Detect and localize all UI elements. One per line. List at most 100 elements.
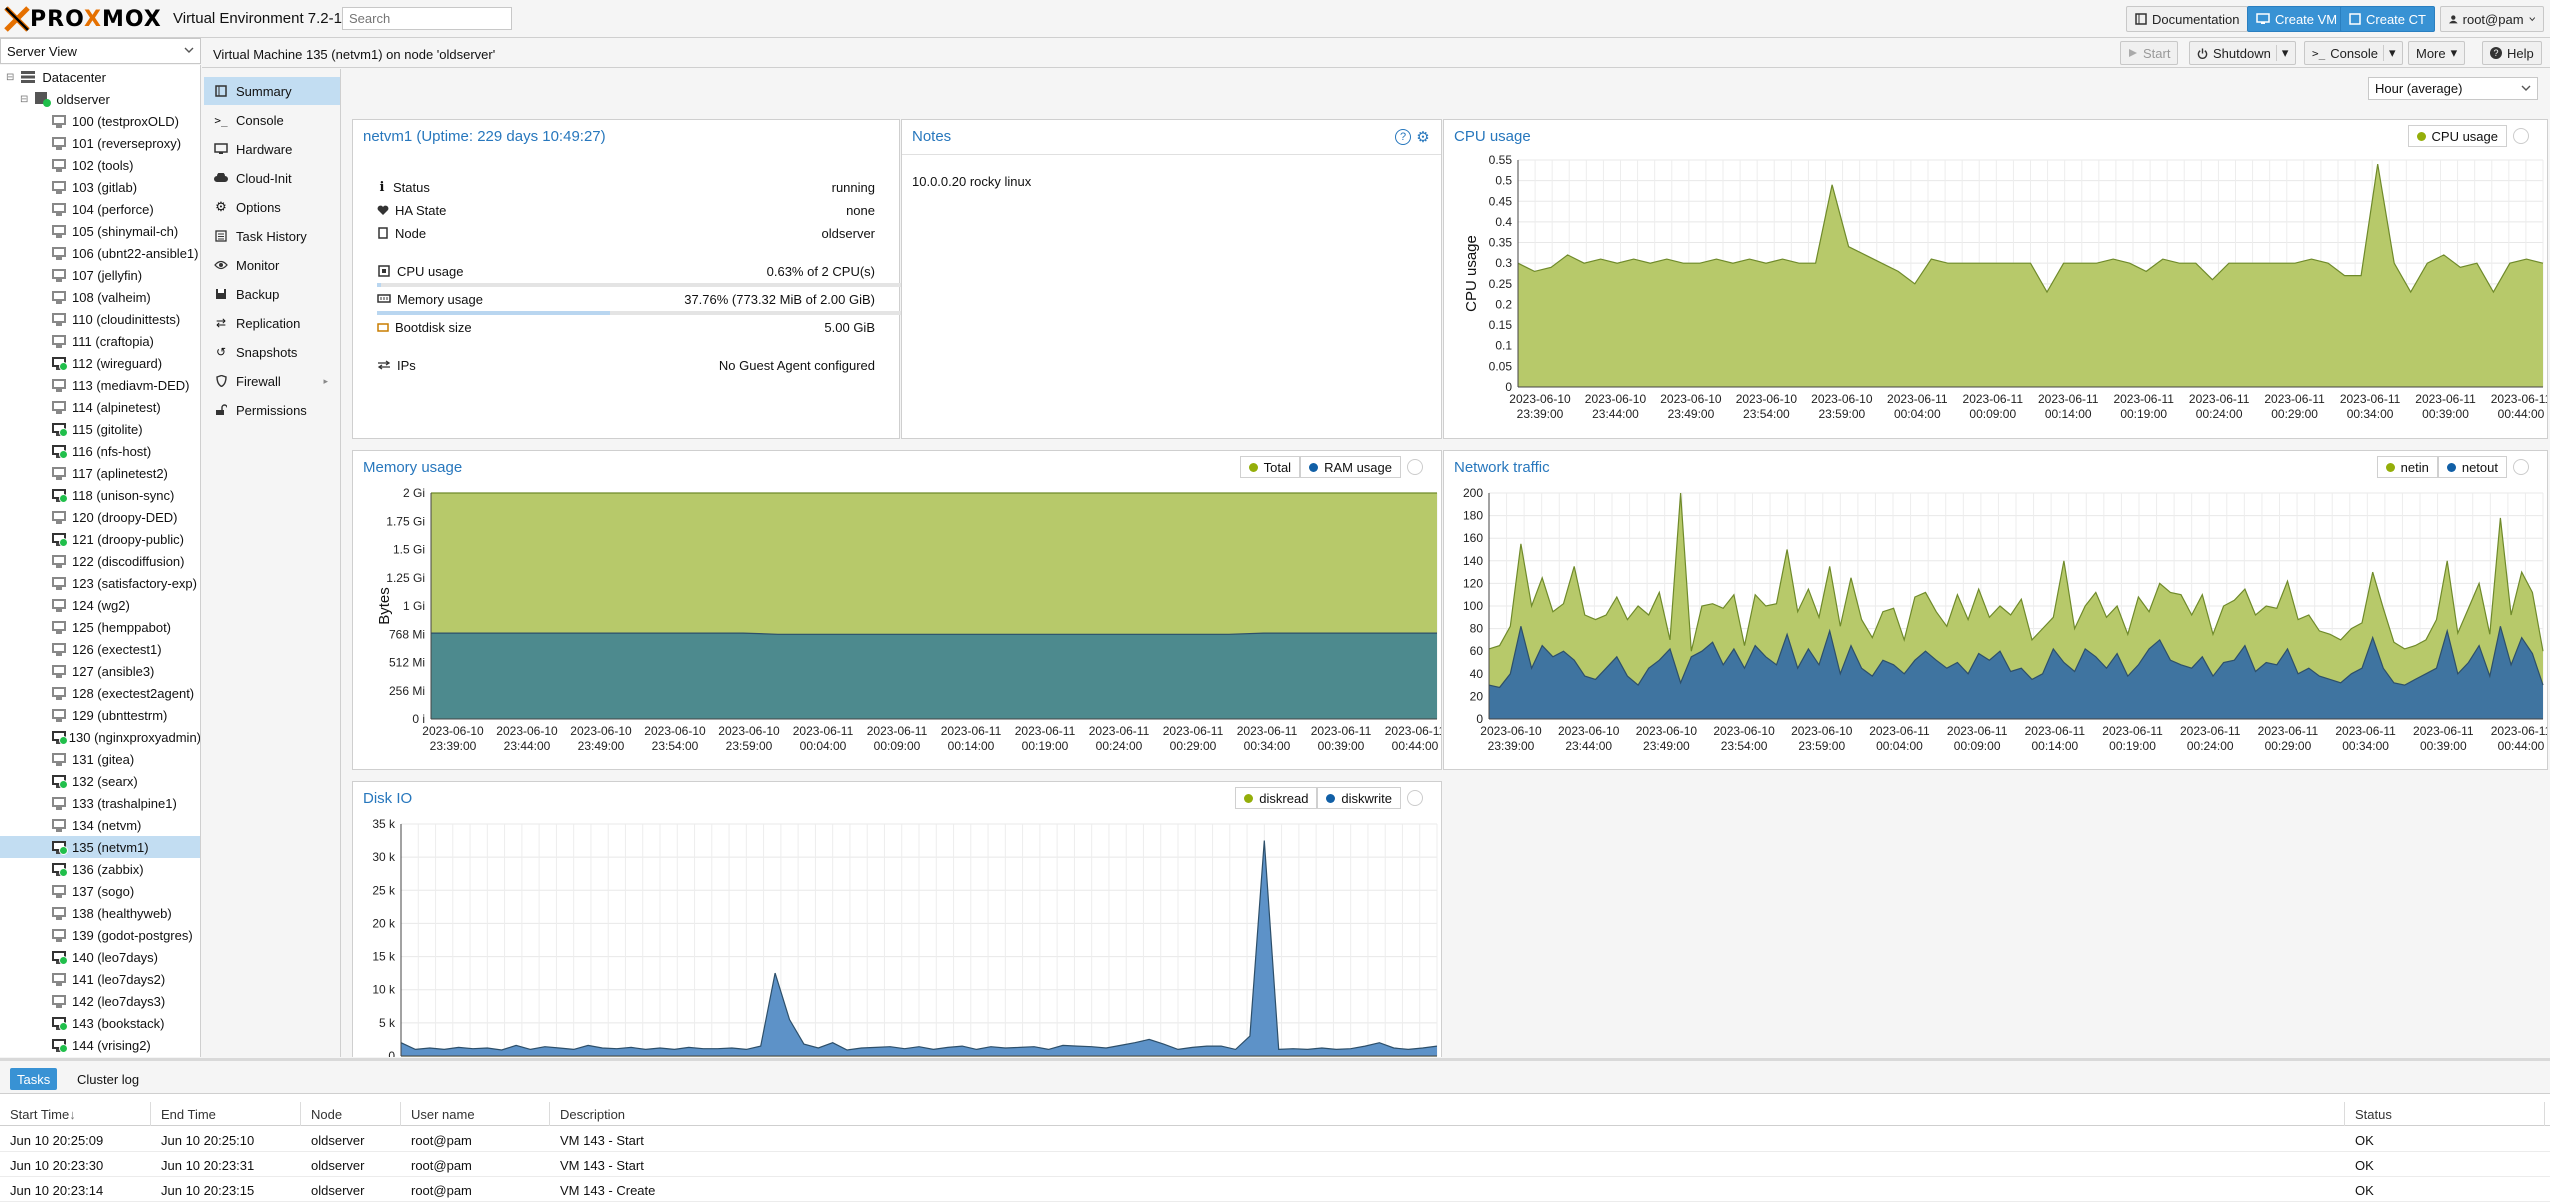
tree-vm-item[interactable]: 118 (unison-sync) [0, 484, 200, 506]
tree-node-oldserver[interactable]: ⊟ oldserver [0, 88, 200, 110]
column-header[interactable]: Node [301, 1102, 401, 1126]
more-button[interactable]: More ▾ [2408, 41, 2466, 65]
column-header[interactable]: End Time [151, 1102, 301, 1126]
tree-vm-item[interactable]: 111 (craftopia) [0, 330, 200, 352]
undo-zoom-icon[interactable] [2513, 128, 2529, 144]
tree-vm-item[interactable]: 113 (mediavm-DED) [0, 374, 200, 396]
tree-vm-item[interactable]: 110 (cloudinittests) [0, 308, 200, 330]
tree-vm-item[interactable]: 138 (healthyweb) [0, 902, 200, 924]
nav-item-options[interactable]: ⚙ Options [204, 193, 340, 221]
tree-vm-item[interactable]: 121 (droopy-public) [0, 528, 200, 550]
tree-vm-item[interactable]: 139 (godot-postgres) [0, 924, 200, 946]
nav-item-firewall[interactable]: Firewall ▸ [204, 367, 340, 395]
nav-item-cloud-init[interactable]: Cloud-Init [204, 164, 340, 192]
nav-item-console[interactable]: >_ Console [204, 106, 340, 134]
legend-item[interactable]: diskread [1235, 787, 1318, 809]
tree-vm-item[interactable]: 112 (wireguard) [0, 352, 200, 374]
tree-vm-item[interactable]: 102 (tools) [0, 154, 200, 176]
tree-vm-item[interactable]: 127 (ansible3) [0, 660, 200, 682]
column-header[interactable]: User name [401, 1102, 550, 1126]
nav-item-permissions[interactable]: Permissions [204, 396, 340, 424]
tree-vm-item[interactable]: 105 (shinymail-ch) [0, 220, 200, 242]
tree-vm-item[interactable]: 100 (testproxOLD) [0, 110, 200, 132]
tree-vm-item[interactable]: 116 (nfs-host) [0, 440, 200, 462]
legend-item[interactable]: RAM usage [1300, 456, 1401, 478]
tab-tasks[interactable]: Tasks [10, 1068, 58, 1090]
tree-vm-item[interactable]: 117 (aplinetest2) [0, 462, 200, 484]
tree-vm-item[interactable]: 108 (valheim) [0, 286, 200, 308]
legend-item[interactable]: netout [2437, 456, 2507, 478]
timeframe-select[interactable]: Hour (average) [2368, 77, 2538, 100]
chart-svg[interactable]: 0 i 256 Mi 512 Mi 768 Mi 1 Gi 1.25 Gi 1.5 Gi 1.… [353, 451, 1442, 769]
legend-item[interactable]: CPU usage [2407, 125, 2507, 147]
tree-vm-item[interactable]: 115 (gitolite) [0, 418, 200, 440]
tree-vm-item[interactable]: 136 (zabbix) [0, 858, 200, 880]
help-button[interactable]: ? Help [2482, 41, 2542, 65]
nav-item-hardware[interactable]: Hardware [204, 135, 340, 163]
nav-item-task-history[interactable]: Task History [204, 222, 340, 250]
chart-svg[interactable]: 0 0.05 0.1 0.15 0.2 0.25 0.3 0.35 0.4 0.45 0.5 0.55… [1444, 120, 2548, 438]
proxmox-logo[interactable]: PROXMOX [4, 4, 162, 34]
tree-vm-item[interactable]: 129 (ubnttestrm) [0, 704, 200, 726]
tree-vm-item[interactable]: 125 (hemppabot) [0, 616, 200, 638]
legend-item[interactable]: diskwrite [1317, 787, 1401, 809]
tree-vm-item[interactable]: 142 (leo7days3) [0, 990, 200, 1012]
tree-vm-item[interactable]: 137 (sogo) [0, 880, 200, 902]
shutdown-button[interactable]: Shutdown ▾ [2189, 41, 2297, 65]
tree-vm-item[interactable]: 106 (ubnt22-ansible1) [0, 242, 200, 264]
tree-vm-item[interactable]: 140 (leo7days) [0, 946, 200, 968]
create-ct-button[interactable]: Create CT [2340, 6, 2435, 32]
start-button[interactable]: Start [2120, 41, 2179, 65]
tree-vm-item[interactable]: 124 (wg2) [0, 594, 200, 616]
tree-datacenter[interactable]: ⊟ Datacenter [0, 66, 200, 88]
tree-vm-item[interactable]: 135 (netvm1) [0, 836, 200, 858]
tree-vm-item[interactable]: 120 (droopy-DED) [0, 506, 200, 528]
gear-icon[interactable]: ⚙ [1416, 129, 1430, 146]
nav-item-backup[interactable]: Backup [204, 280, 340, 308]
undo-zoom-icon[interactable] [2513, 459, 2529, 475]
legend-item[interactable]: netin [2376, 456, 2438, 478]
tree-vm-item[interactable]: 128 (exectest2agent) [0, 682, 200, 704]
tree-vm-item[interactable]: 143 (bookstack) [0, 1012, 200, 1034]
undo-zoom-icon[interactable] [1407, 790, 1423, 806]
chart-svg[interactable]: 0204060801001201401601802002023-06-1023:… [1444, 451, 2548, 769]
nav-item-monitor[interactable]: Monitor [204, 251, 340, 279]
tree-vm-item[interactable]: 107 (jellyfin) [0, 264, 200, 286]
nav-item-replication[interactable]: ⇄ Replication [204, 309, 340, 337]
resource-tree[interactable]: ⊟ Datacenter ⊟ oldserver 100 (testproxOL… [0, 65, 201, 1057]
documentation-button[interactable]: Documentation [2126, 6, 2249, 32]
chart-svg[interactable]: 05 k10 k15 k20 k25 k30 k35 k2023-06-1023… [353, 782, 1442, 1057]
create-vm-button[interactable]: Create VM [2247, 6, 2347, 32]
notes-help-icon[interactable]: ? [1395, 129, 1411, 145]
tree-vm-item[interactable]: 141 (leo7days2) [0, 968, 200, 990]
column-header[interactable]: Description [550, 1102, 2345, 1126]
notes-text[interactable]: 10.0.0.20 rocky linux [912, 174, 1032, 189]
tree-vm-item[interactable]: 104 (perforce) [0, 198, 200, 220]
legend-item[interactable]: Total [1239, 456, 1301, 478]
tree-vm-item[interactable]: 134 (netvm) [0, 814, 200, 836]
tree-vm-item[interactable]: 103 (gitlab) [0, 176, 200, 198]
nav-item-summary[interactable]: Summary [204, 77, 340, 105]
table-row[interactable]: Jun 10 20:23:30 Jun 10 20:23:31 oldserver r… [0, 1153, 2550, 1177]
undo-zoom-icon[interactable] [1407, 459, 1423, 475]
tree-vm-item[interactable]: 144 (vrising2) [0, 1034, 200, 1056]
tree-vm-item[interactable]: 133 (trashalpine1) [0, 792, 200, 814]
column-header[interactable]: Start Time ↓ [0, 1102, 151, 1126]
console-button[interactable]: >_ Console ▾ [2304, 41, 2404, 65]
tree-vm-item[interactable]: 130 (nginxproxyadmin) [0, 726, 200, 748]
tree-vm-item[interactable]: 122 (discodiffusion) [0, 550, 200, 572]
search-input[interactable] [342, 7, 512, 30]
tree-vm-item[interactable]: 123 (satisfactory-exp) [0, 572, 200, 594]
tree-vm-item[interactable]: 131 (gitea) [0, 748, 200, 770]
table-row[interactable]: Jun 10 20:25:09 Jun 10 20:25:10 oldserver r… [0, 1128, 2550, 1152]
tree-vm-item[interactable]: 132 (searx) [0, 770, 200, 792]
nav-item-snapshots[interactable]: ↺ Snapshots [204, 338, 340, 366]
table-row[interactable]: Jun 10 20:23:14 Jun 10 20:23:15 oldserver r… [0, 1178, 2550, 1202]
tree-vm-item[interactable]: 114 (alpinetest) [0, 396, 200, 418]
tree-vm-item[interactable]: 101 (reverseproxy) [0, 132, 200, 154]
server-view-select[interactable]: Server View [0, 38, 201, 64]
chevron-down-icon[interactable]: ▾ [2382, 45, 2395, 61]
column-header[interactable]: Status [2345, 1102, 2545, 1126]
tab-cluster-log[interactable]: Cluster log [77, 1071, 140, 1087]
chevron-down-icon[interactable]: ▾ [2275, 45, 2288, 61]
